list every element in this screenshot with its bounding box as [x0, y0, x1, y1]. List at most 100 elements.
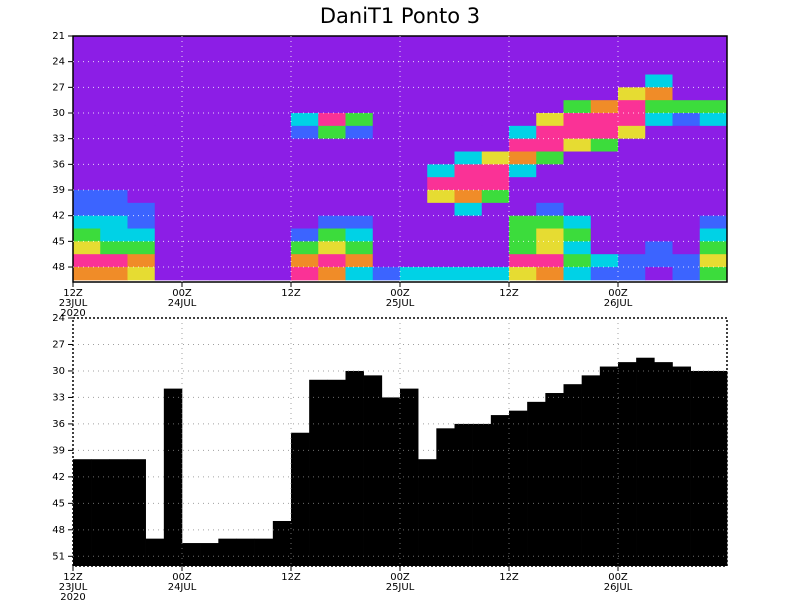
- heat-cell: [400, 100, 428, 114]
- heat-cell: [672, 138, 701, 153]
- heat-cell: [291, 113, 319, 127]
- heat-cell: [509, 254, 537, 268]
- bar: [272, 520, 292, 566]
- y-tick-label: 30: [52, 366, 65, 377]
- heat-cell: [481, 87, 510, 101]
- heat-cell: [236, 215, 265, 230]
- heat-cell: [345, 177, 374, 191]
- y-tick-label: 33: [52, 392, 65, 403]
- heat-cell: [645, 241, 673, 255]
- heat-cell: [73, 36, 101, 50]
- heat-cell: [563, 267, 592, 281]
- heat-cell: [154, 241, 183, 255]
- heat-cell: [590, 228, 619, 242]
- heat-cell: [182, 151, 210, 165]
- heat-cell: [73, 113, 101, 127]
- heat-cell: [454, 61, 483, 76]
- heat-cell: [645, 177, 673, 191]
- heat-cell: [509, 202, 537, 217]
- heat-cell: [427, 190, 455, 204]
- heat-cell: [127, 61, 156, 76]
- heat-cell: [563, 100, 592, 114]
- heat-cell: [536, 254, 564, 268]
- heat-cell: [536, 87, 564, 101]
- heat-cell: [127, 125, 156, 140]
- heat-cell: [263, 241, 292, 255]
- bar: [73, 459, 92, 566]
- heat-cell: [509, 48, 537, 63]
- bar: [145, 538, 165, 566]
- bar: [527, 401, 546, 566]
- heat-cell: [73, 100, 101, 114]
- heat-cell: [618, 36, 646, 50]
- heat-cell: [563, 74, 592, 88]
- heat-cell: [127, 74, 156, 88]
- heat-cell: [400, 177, 428, 191]
- heat-cell: [672, 125, 701, 140]
- heat-cell: [154, 36, 183, 50]
- heat-cell: [699, 113, 728, 127]
- heat-cell: [590, 36, 619, 50]
- heat-cell: [73, 48, 101, 63]
- bar: [381, 397, 401, 566]
- heat-cell: [236, 125, 265, 140]
- heat-cell: [536, 190, 564, 204]
- heat-cell: [100, 267, 128, 281]
- heat-cell: [236, 48, 265, 63]
- heat-cell: [318, 164, 346, 178]
- heat-cell: [590, 267, 619, 281]
- heat-cell: [645, 100, 673, 114]
- x-tick-label: 12Z: [499, 288, 519, 299]
- heat-cell: [182, 190, 210, 204]
- heat-cell: [100, 215, 128, 230]
- heat-cell: [699, 48, 728, 63]
- heat-cell: [154, 267, 183, 281]
- bar: [436, 428, 455, 566]
- heat-cell: [563, 87, 592, 101]
- heat-cell: [400, 36, 428, 50]
- heat-cell: [427, 61, 455, 76]
- chart-title: DaniT1 Ponto 3: [320, 4, 480, 28]
- bar: [291, 432, 310, 566]
- heat-cell: [154, 164, 183, 178]
- heat-cell: [127, 228, 156, 242]
- bar: [690, 370, 710, 566]
- heat-cell: [291, 100, 319, 114]
- heat-cell: [618, 138, 646, 153]
- heat-cell: [318, 202, 346, 217]
- bar: [636, 357, 655, 566]
- heat-cell: [563, 151, 592, 165]
- heat-cell: [618, 215, 646, 230]
- heat-cell: [345, 267, 374, 281]
- heat-cell: [481, 177, 510, 191]
- y-tick-label: 24: [52, 313, 65, 324]
- heat-cell: [182, 202, 210, 217]
- bar: [236, 538, 255, 566]
- bar: [654, 362, 673, 566]
- bar: [254, 538, 274, 566]
- y-tick-label: 24: [52, 57, 65, 68]
- heat-cell: [100, 164, 128, 178]
- heat-cell: [563, 113, 592, 127]
- heat-cell: [672, 113, 701, 127]
- heat-cell: [427, 36, 455, 50]
- heat-cell: [100, 202, 128, 217]
- heat-cell: [672, 202, 701, 217]
- heat-cell: [73, 241, 101, 255]
- heat-cell: [563, 202, 592, 217]
- bar: [472, 423, 492, 566]
- heat-cell: [372, 254, 401, 268]
- heat-cell: [481, 138, 510, 153]
- heat-cell: [100, 177, 128, 191]
- heat-cell: [645, 87, 673, 101]
- heat-cell: [536, 228, 564, 242]
- bar: [563, 384, 582, 566]
- heat-cell: [672, 228, 701, 242]
- heat-cell: [400, 125, 428, 140]
- heat-cell: [100, 48, 128, 63]
- heat-cell: [481, 113, 510, 127]
- heat-cell: [509, 177, 537, 191]
- y-tick-label: 36: [52, 419, 65, 430]
- heat-cell: [536, 125, 564, 140]
- heat-cell: [645, 202, 673, 217]
